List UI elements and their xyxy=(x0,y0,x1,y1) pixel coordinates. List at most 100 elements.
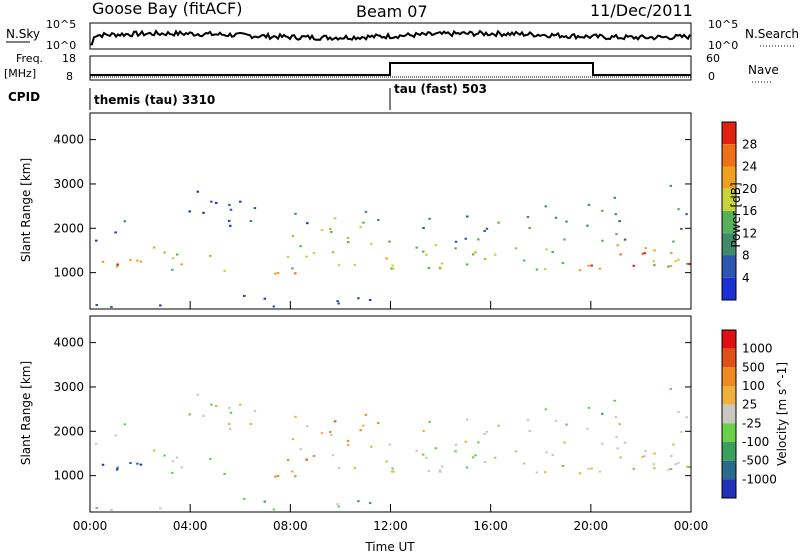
power-cell xyxy=(422,227,425,230)
power-cell xyxy=(425,253,428,256)
power-cell xyxy=(353,264,356,267)
y-tick-label: 3000 xyxy=(53,177,84,191)
colorbar-tick-label: -25 xyxy=(742,416,762,430)
velocity-cell xyxy=(253,410,257,413)
power-cell xyxy=(180,263,183,266)
power-cell xyxy=(615,233,618,236)
power-cell xyxy=(114,231,117,234)
velocity-cell xyxy=(229,427,232,430)
colorbar-tick-label: 28 xyxy=(742,137,757,151)
velocity-cell xyxy=(364,413,368,416)
power-cell xyxy=(439,267,442,270)
velocity-cell xyxy=(291,438,295,441)
power-cell xyxy=(674,260,677,263)
power-cell xyxy=(522,259,526,262)
power-cell xyxy=(159,304,162,307)
velocity-cell xyxy=(346,444,350,447)
velocity-cell xyxy=(331,454,335,457)
power-cell xyxy=(346,241,350,244)
power-cell xyxy=(623,238,627,241)
velocity-cell xyxy=(483,433,486,436)
cpid-row: CPID themis (tau) 3310 tau (fast) 503 xyxy=(8,82,487,110)
colorbar-segment xyxy=(722,386,736,405)
colorbar-tick-label: 1000 xyxy=(742,342,773,356)
velocity-cell xyxy=(674,463,677,466)
colorbar-segment xyxy=(722,277,736,300)
power-cell xyxy=(329,228,332,231)
nsearch-label: N.Search xyxy=(745,27,799,41)
velocity-cell xyxy=(465,466,469,469)
power-cell xyxy=(421,250,425,253)
colorbar-tick-label: 100 xyxy=(742,379,765,393)
velocity-cell xyxy=(114,434,117,437)
power-cell xyxy=(129,259,132,262)
power-cell xyxy=(136,259,139,262)
velocity-cell xyxy=(263,500,267,503)
velocity-cell xyxy=(619,456,622,459)
power-cell xyxy=(139,260,143,263)
x-tick-label: 00:00 xyxy=(674,519,709,533)
velocity-cell xyxy=(677,461,680,464)
power-cell xyxy=(263,297,267,300)
velocity-cell xyxy=(415,449,418,452)
beam-title: Beam 07 xyxy=(356,2,428,21)
y-tick-label: 4000 xyxy=(53,336,84,350)
power-cell xyxy=(333,217,337,220)
power-cell xyxy=(454,247,457,250)
velocity-cell xyxy=(110,508,113,511)
power-cell xyxy=(545,248,548,251)
velocity-cell xyxy=(239,403,242,406)
power-cell xyxy=(434,244,437,247)
velocity-cell xyxy=(477,441,480,444)
power-cell xyxy=(578,269,582,272)
power-cell xyxy=(543,268,547,271)
colorbar-segment xyxy=(722,404,736,424)
velocity-cell xyxy=(653,467,656,470)
power-cell xyxy=(653,249,656,252)
power-cell xyxy=(465,215,469,218)
velocity-cell xyxy=(561,465,565,468)
velocity-cell xyxy=(299,448,302,451)
colorbar-tick-label: 500 xyxy=(742,360,765,374)
velocity-cell xyxy=(95,507,98,510)
velocity-cell xyxy=(587,406,591,409)
velocity-cell xyxy=(306,425,309,428)
velocity-cell xyxy=(623,441,627,444)
power-cell xyxy=(377,219,380,222)
station-title: Goose Bay (fitACF) xyxy=(92,0,242,18)
power-cell xyxy=(101,260,105,263)
power-cell xyxy=(196,190,200,193)
velocity-cell xyxy=(377,422,380,425)
velocity-cell xyxy=(305,458,308,461)
velocity-cell xyxy=(522,462,526,465)
freq-label: Freq. xyxy=(16,52,43,65)
power-cell xyxy=(685,213,688,216)
velocity-cell xyxy=(614,416,618,419)
velocity-cell xyxy=(563,441,566,444)
nsky-tick-low: 10^0 xyxy=(46,39,76,52)
velocity-cell xyxy=(209,457,212,460)
power-cell xyxy=(306,222,309,225)
velocity-cell xyxy=(116,466,119,469)
colorbar-frame xyxy=(721,329,737,499)
power-cell xyxy=(291,235,295,238)
power-cell xyxy=(331,251,335,254)
power-cell xyxy=(364,210,368,213)
velocity-cell xyxy=(464,440,467,443)
colorbar-segment xyxy=(722,367,736,386)
velocity-cell xyxy=(565,423,568,426)
velocity-cell xyxy=(180,466,183,469)
velocity-cell xyxy=(337,505,340,508)
power-cell xyxy=(239,200,242,203)
power-cell xyxy=(677,208,680,211)
velocity-cell xyxy=(312,455,316,458)
freq-panel: Freq. [MHz] 18 8 60 0 Nave xyxy=(4,52,779,83)
colorbar-segment xyxy=(722,348,736,368)
velocity-cell xyxy=(526,419,530,422)
velocity-cell xyxy=(152,449,156,452)
velocity-cell xyxy=(578,472,582,475)
power-cell xyxy=(677,258,680,261)
power-cell xyxy=(669,265,673,268)
velocity-cell xyxy=(357,500,360,503)
